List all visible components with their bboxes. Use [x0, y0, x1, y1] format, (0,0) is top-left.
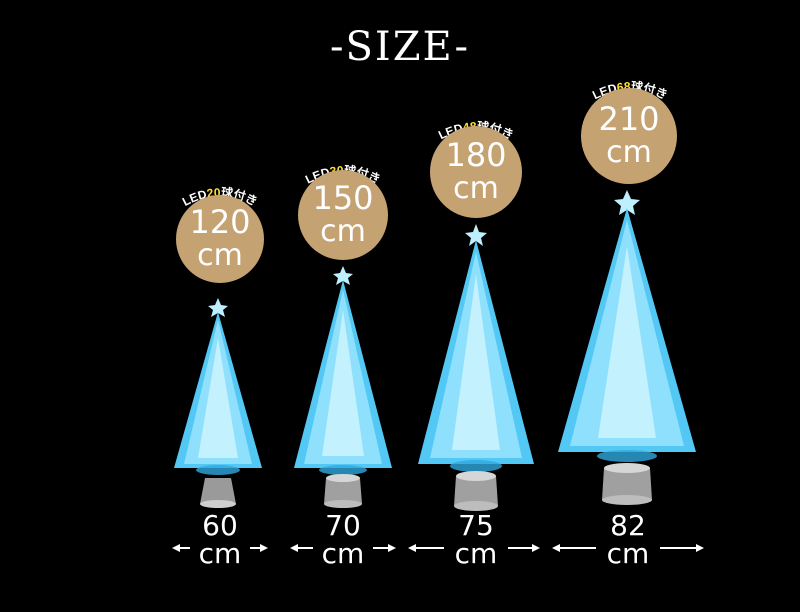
height-unit: cm	[320, 214, 366, 250]
width-value: 60	[202, 509, 238, 542]
product-210cm: LED68球付き 210 cm 82 cm	[550, 0, 710, 612]
tree-stand	[602, 468, 652, 500]
star-icon	[465, 224, 487, 246]
height-unit: cm	[606, 135, 652, 171]
width-value: 70	[325, 509, 361, 542]
width-unit: cm	[606, 537, 650, 570]
height-value: 120	[189, 203, 251, 242]
product-180cm: LED48球付き 180 cm 75 cm	[406, 0, 546, 612]
height-badge: 120 cm	[176, 195, 264, 283]
star-icon	[208, 298, 228, 317]
height-value: 210	[598, 100, 660, 139]
product-150cm: LED30球付き 150 cm 70 cm	[280, 0, 406, 612]
star-icon	[333, 266, 353, 285]
tree-stand	[200, 478, 236, 504]
width-unit: cm	[198, 537, 242, 570]
height-unit: cm	[453, 171, 499, 207]
christmas-tree-image	[174, 298, 262, 508]
page-title: -SIZE-	[330, 24, 470, 70]
width-unit: cm	[321, 537, 365, 570]
tree-stand	[324, 478, 362, 504]
height-badge: 180 cm	[430, 126, 522, 218]
width-unit: cm	[454, 537, 498, 570]
width-value: 82	[610, 509, 646, 542]
height-value: 180	[445, 136, 507, 175]
width-label: 70 cm	[313, 512, 373, 568]
height-value: 150	[312, 179, 374, 218]
height-unit: cm	[197, 238, 243, 274]
width-value: 75	[458, 509, 494, 542]
christmas-tree-image	[558, 190, 696, 505]
width-label: 75 cm	[444, 512, 508, 568]
width-label: 82 cm	[596, 512, 660, 568]
height-badge: 150 cm	[298, 170, 388, 260]
height-badge: 210 cm	[581, 88, 677, 184]
christmas-tree-image	[418, 224, 534, 511]
star-icon	[614, 190, 640, 215]
tree-stand	[454, 476, 498, 506]
width-label: 60 cm	[190, 512, 250, 568]
product-120cm: LED20球付き 120 cm 60 cm	[160, 0, 280, 612]
christmas-tree-image	[294, 266, 392, 508]
